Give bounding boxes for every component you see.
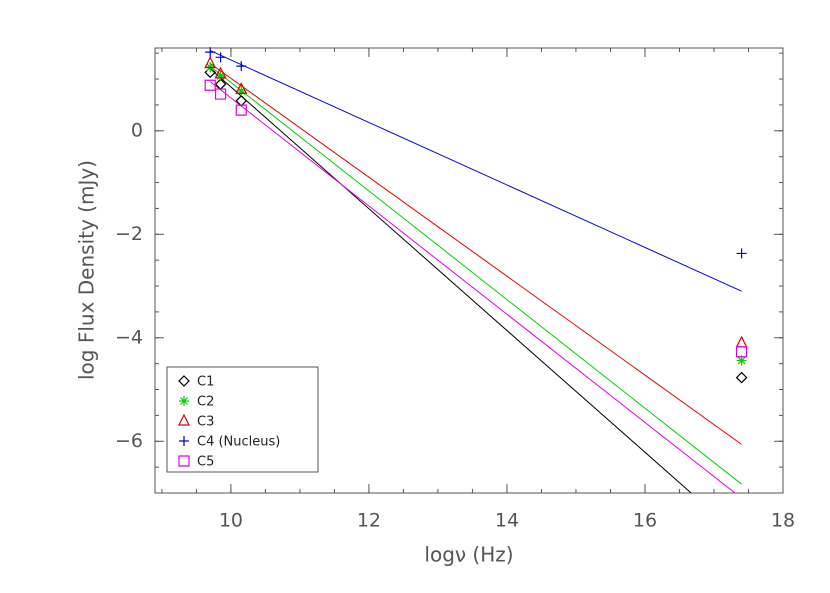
x-tick-label: 12: [357, 510, 381, 532]
point: [736, 355, 747, 366]
point: [214, 66, 227, 79]
legend-label: C4 (Nucleus): [197, 435, 280, 450]
x-axis-label: logν (Hz): [424, 543, 513, 567]
points: [204, 47, 748, 384]
point: [235, 104, 247, 116]
x-tick-label: 10: [219, 510, 243, 532]
fit-line: [209, 81, 736, 493]
fit-line: [209, 68, 692, 493]
x-tick-label: 16: [633, 510, 657, 532]
point: [235, 82, 248, 94]
point: [235, 94, 248, 107]
legend-label: C3: [197, 415, 214, 430]
fit-line: [209, 63, 742, 445]
y-tick-label: −2: [115, 223, 143, 245]
point: [736, 248, 747, 259]
y-tick-label: 0: [131, 119, 143, 141]
point: [735, 371, 748, 384]
plot-frame: [154, 47, 784, 494]
fit-line: [209, 65, 742, 485]
point: [735, 346, 748, 358]
legend-marker: [179, 396, 189, 406]
point: [236, 85, 247, 96]
fit-lines: [209, 50, 742, 493]
legend-label: C2: [197, 395, 214, 410]
x-tick-label: 18: [771, 510, 795, 532]
point: [735, 335, 748, 348]
point: [205, 47, 216, 58]
legend-label: C1: [197, 375, 214, 390]
point: [214, 88, 227, 100]
legend-label: C5: [197, 455, 214, 470]
point: [215, 52, 226, 63]
fit-line: [210, 50, 742, 292]
y-tick-label: −4: [115, 326, 143, 348]
legend-marker: [178, 413, 190, 426]
point: [204, 56, 217, 69]
legend-marker: [178, 455, 190, 467]
legend-box: [166, 366, 319, 473]
point: [236, 61, 247, 72]
y-tick-label: −6: [115, 430, 143, 452]
x-tick-label: 14: [495, 510, 519, 532]
legend-marker: [178, 375, 190, 387]
y-axis-label: log Flux Density (mJy): [75, 160, 99, 380]
point: [215, 70, 226, 81]
legend-marker: [179, 436, 189, 446]
